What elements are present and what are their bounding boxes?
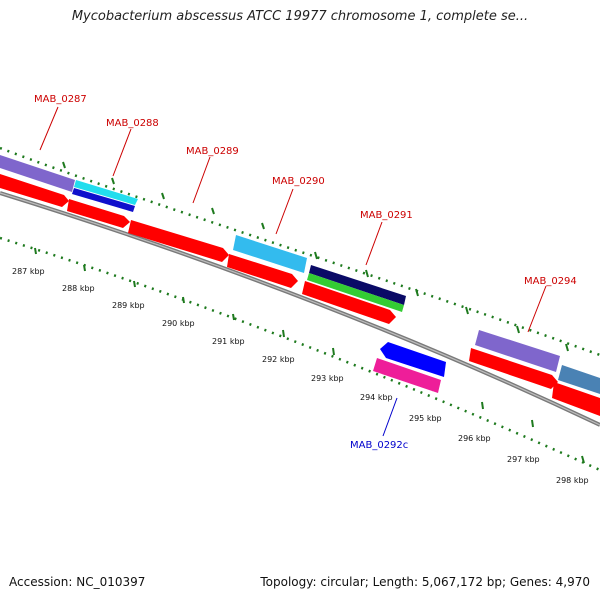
gene-label-mab-0291[interactable]: MAB_0291 — [360, 210, 413, 221]
feature-bands — [0, 155, 600, 394]
band-blue-0292c[interactable] — [380, 342, 446, 377]
tick-label-295: 295 kbp — [409, 414, 442, 423]
band-blue-0288[interactable] — [72, 188, 135, 212]
tick-label-289: 289 kbp — [112, 301, 145, 310]
gene-label-mab-0292c[interactable]: MAB_0292c — [350, 440, 408, 451]
accession-text: Accession: NC_010397 — [9, 575, 146, 589]
forward-cds-arrows — [0, 174, 600, 416]
tick-label-296: 296 kbp — [458, 434, 491, 443]
label-leaders — [39, 106, 547, 437]
band-steel-0295[interactable] — [558, 365, 600, 394]
tick-label-293: 293 kbp — [311, 374, 344, 383]
band-skyblue-0290[interactable] — [233, 235, 307, 273]
cds-arrow-0290[interactable] — [227, 254, 298, 288]
cds-arrow-0294[interactable] — [469, 348, 558, 389]
tick-label-288: 288 kbp — [62, 284, 95, 293]
genome-summary-text: Topology: circular; Length: 5,067,172 bp… — [260, 575, 590, 589]
reverse-features — [373, 342, 446, 393]
gene-label-mab-0290[interactable]: MAB_0290 — [272, 176, 325, 187]
gene-label-mab-0288[interactable]: MAB_0288 — [106, 118, 159, 129]
band-cyan-0288[interactable] — [74, 180, 138, 205]
cds-arrow-0288[interactable] — [67, 199, 130, 228]
outer-major-ticks — [62, 161, 569, 352]
band-green-0291[interactable] — [307, 273, 404, 312]
band-purple-0294[interactable] — [475, 330, 560, 372]
band-purple-0287[interactable] — [0, 155, 75, 192]
tick-label-294: 294 kbp — [360, 393, 393, 402]
map-title: Mycobacterium abscessus ATCC 19977 chrom… — [71, 9, 529, 24]
gene-labels: MAB_0287 MAB_0288 MAB_0289 MAB_0290 MAB_… — [34, 94, 577, 451]
tick-label-298: 298 kbp — [556, 476, 589, 485]
band-navy-0291[interactable] — [309, 265, 406, 305]
tick-label-291: 291 kbp — [212, 337, 245, 346]
kbp-tick-labels: 287 kbp 288 kbp 289 kbp 290 kbp 291 kbp … — [12, 267, 589, 485]
gene-label-mab-0294[interactable]: MAB_0294 — [524, 276, 577, 287]
tick-label-292: 292 kbp — [262, 355, 295, 364]
cds-arrow-0289[interactable] — [128, 220, 229, 262]
genome-backbone — [0, 191, 600, 427]
cds-arrow-0291[interactable] — [302, 281, 396, 324]
genome-backbone-highlight — [0, 192, 600, 426]
cds-arrow-0295[interactable] — [552, 382, 600, 416]
cds-arrow-0287[interactable] — [0, 174, 69, 207]
tick-label-297: 297 kbp — [507, 455, 540, 464]
gene-label-mab-0287[interactable]: MAB_0287 — [34, 94, 87, 105]
band-pink-0292c[interactable] — [373, 358, 441, 393]
tick-label-287: 287 kbp — [12, 267, 45, 276]
gene-label-mab-0289[interactable]: MAB_0289 — [186, 146, 239, 157]
tick-label-290: 290 kbp — [162, 319, 195, 328]
